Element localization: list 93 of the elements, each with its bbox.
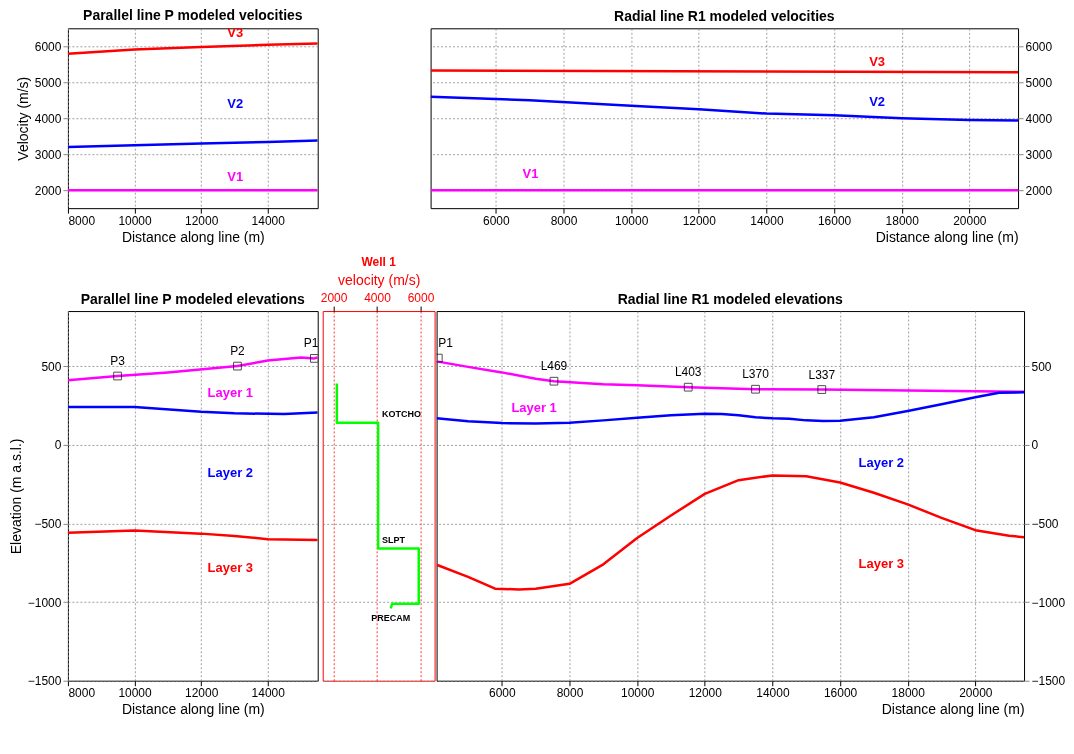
line-series — [436, 391, 1025, 425]
y-tick-label: 3000 — [34, 147, 62, 162]
x-tick-label: 20000 — [953, 213, 987, 228]
series-label: Layer 1 — [207, 384, 253, 400]
y-tick-label: 5000 — [1025, 75, 1053, 90]
line-series — [67, 405, 318, 416]
y-tick-label: 4000 — [1025, 111, 1053, 126]
x-tick-label: 20000 — [959, 686, 993, 701]
chart-title: Well 1 — [361, 255, 397, 270]
series-label: Layer 3 — [207, 559, 253, 575]
x-tick-label: 18000 — [891, 686, 926, 701]
x-tick-label: 10000 — [118, 213, 153, 228]
chart-title: Radial line R1 modeled elevations — [617, 291, 844, 308]
series-label: V2 — [869, 94, 885, 110]
series-label: V3 — [227, 24, 244, 40]
annotation: PRECAM — [371, 613, 411, 624]
y-tick-label: 6000 — [1025, 39, 1053, 54]
annotation: P2 — [230, 344, 246, 359]
annotation: L370 — [742, 367, 770, 382]
y-tick-label: 4000 — [34, 111, 62, 126]
y-tick-label: 500 — [41, 359, 62, 374]
x-tick-label: 6000 — [489, 686, 517, 701]
y-tick-label: −500 — [1031, 516, 1059, 531]
y-tick-label: −1500 — [1031, 674, 1066, 689]
annotation: L337 — [808, 367, 836, 382]
annotation: P3 — [110, 354, 126, 369]
x-tick-label: 10000 — [118, 686, 153, 701]
y-tick-label: 5000 — [34, 75, 62, 90]
series-label: V1 — [227, 169, 244, 185]
annotation: L469 — [540, 359, 568, 374]
x-tick-label: 12000 — [688, 686, 723, 701]
x-tick-label: 12000 — [185, 686, 219, 701]
point — [683, 382, 693, 392]
y-tick-label: 2000 — [1025, 183, 1053, 198]
y-tick-label: 6000 — [34, 39, 62, 54]
annotation: P1 — [438, 336, 454, 351]
chart-title: Radial line R1 modeled velocities — [614, 8, 835, 25]
x-tick-label: 14000 — [750, 213, 784, 228]
text: Layer 2 — [207, 465, 253, 481]
x-tick-label: 8000 — [550, 213, 578, 228]
text: Layer 2 — [858, 454, 905, 470]
x-tick-label: 18000 — [885, 213, 920, 228]
annotation: KOTCHO — [382, 408, 422, 419]
x-tick-label: 8000 — [68, 686, 96, 701]
line-series — [430, 95, 1019, 122]
x-axis-title: Distance along line (m) — [121, 228, 265, 245]
x-tick-label: 10000 — [621, 686, 655, 701]
x-tick-label: 14000 — [756, 686, 790, 701]
series-label: V3 — [869, 53, 885, 69]
x-axis-title: Distance along line (m) — [881, 701, 1025, 718]
x-tick-label: 10000 — [615, 213, 649, 228]
line-series — [67, 529, 318, 542]
x-tick-label: 16000 — [823, 686, 858, 701]
x-tick-label: 6000 — [407, 290, 435, 305]
x-axis-title: Distance along line (m) — [121, 701, 265, 718]
line-series — [67, 139, 318, 149]
x-tick-label: 4000 — [364, 290, 392, 305]
x-axis-title: Distance along line (m) — [875, 228, 1019, 245]
text: Layer 3 — [858, 556, 905, 572]
point — [549, 376, 559, 386]
x-tick-label: 12000 — [185, 213, 219, 228]
line-series — [67, 42, 318, 56]
series-label: V1 — [522, 166, 539, 182]
point — [751, 384, 760, 394]
x-tick-label: 8000 — [556, 686, 584, 701]
x-axis-title: velocity (m/s) — [338, 271, 421, 288]
y-tick-label: 0 — [54, 438, 62, 453]
chart-title: Parallel line P modeled velocities — [83, 6, 303, 23]
text: V2 — [227, 95, 244, 111]
y-tick-label: −1000 — [27, 595, 62, 610]
y-tick-label: −1000 — [1031, 595, 1066, 610]
line-series — [67, 356, 318, 382]
x-tick-label: 8000 — [68, 213, 96, 228]
annotation: L403 — [674, 365, 702, 380]
x-tick-label: 12000 — [682, 213, 717, 228]
x-tick-label: 6000 — [483, 213, 511, 228]
point — [817, 385, 827, 394]
series-label: Layer 1 — [511, 400, 557, 416]
y-axis-title: Velocity (m/s) — [14, 76, 31, 161]
y-tick-label: −500 — [34, 516, 62, 531]
y-axis-title: Elevation (m a.s.l.) — [7, 438, 24, 555]
x-tick-label: 16000 — [817, 213, 852, 228]
x-tick-label: 2000 — [320, 290, 348, 305]
y-tick-label: −1500 — [27, 674, 62, 689]
x-tick-label: 14000 — [251, 213, 286, 228]
chart-title: Parallel line P modeled elevations — [80, 291, 306, 308]
annotation: SLPT — [382, 534, 406, 545]
y-tick-label: 3000 — [1025, 147, 1053, 162]
x-tick-label: 14000 — [251, 686, 286, 701]
y-tick-label: 500 — [1031, 359, 1052, 374]
y-tick-label: 0 — [1031, 438, 1039, 453]
y-tick-label: 2000 — [34, 183, 62, 198]
annotation: P1 — [303, 336, 319, 351]
